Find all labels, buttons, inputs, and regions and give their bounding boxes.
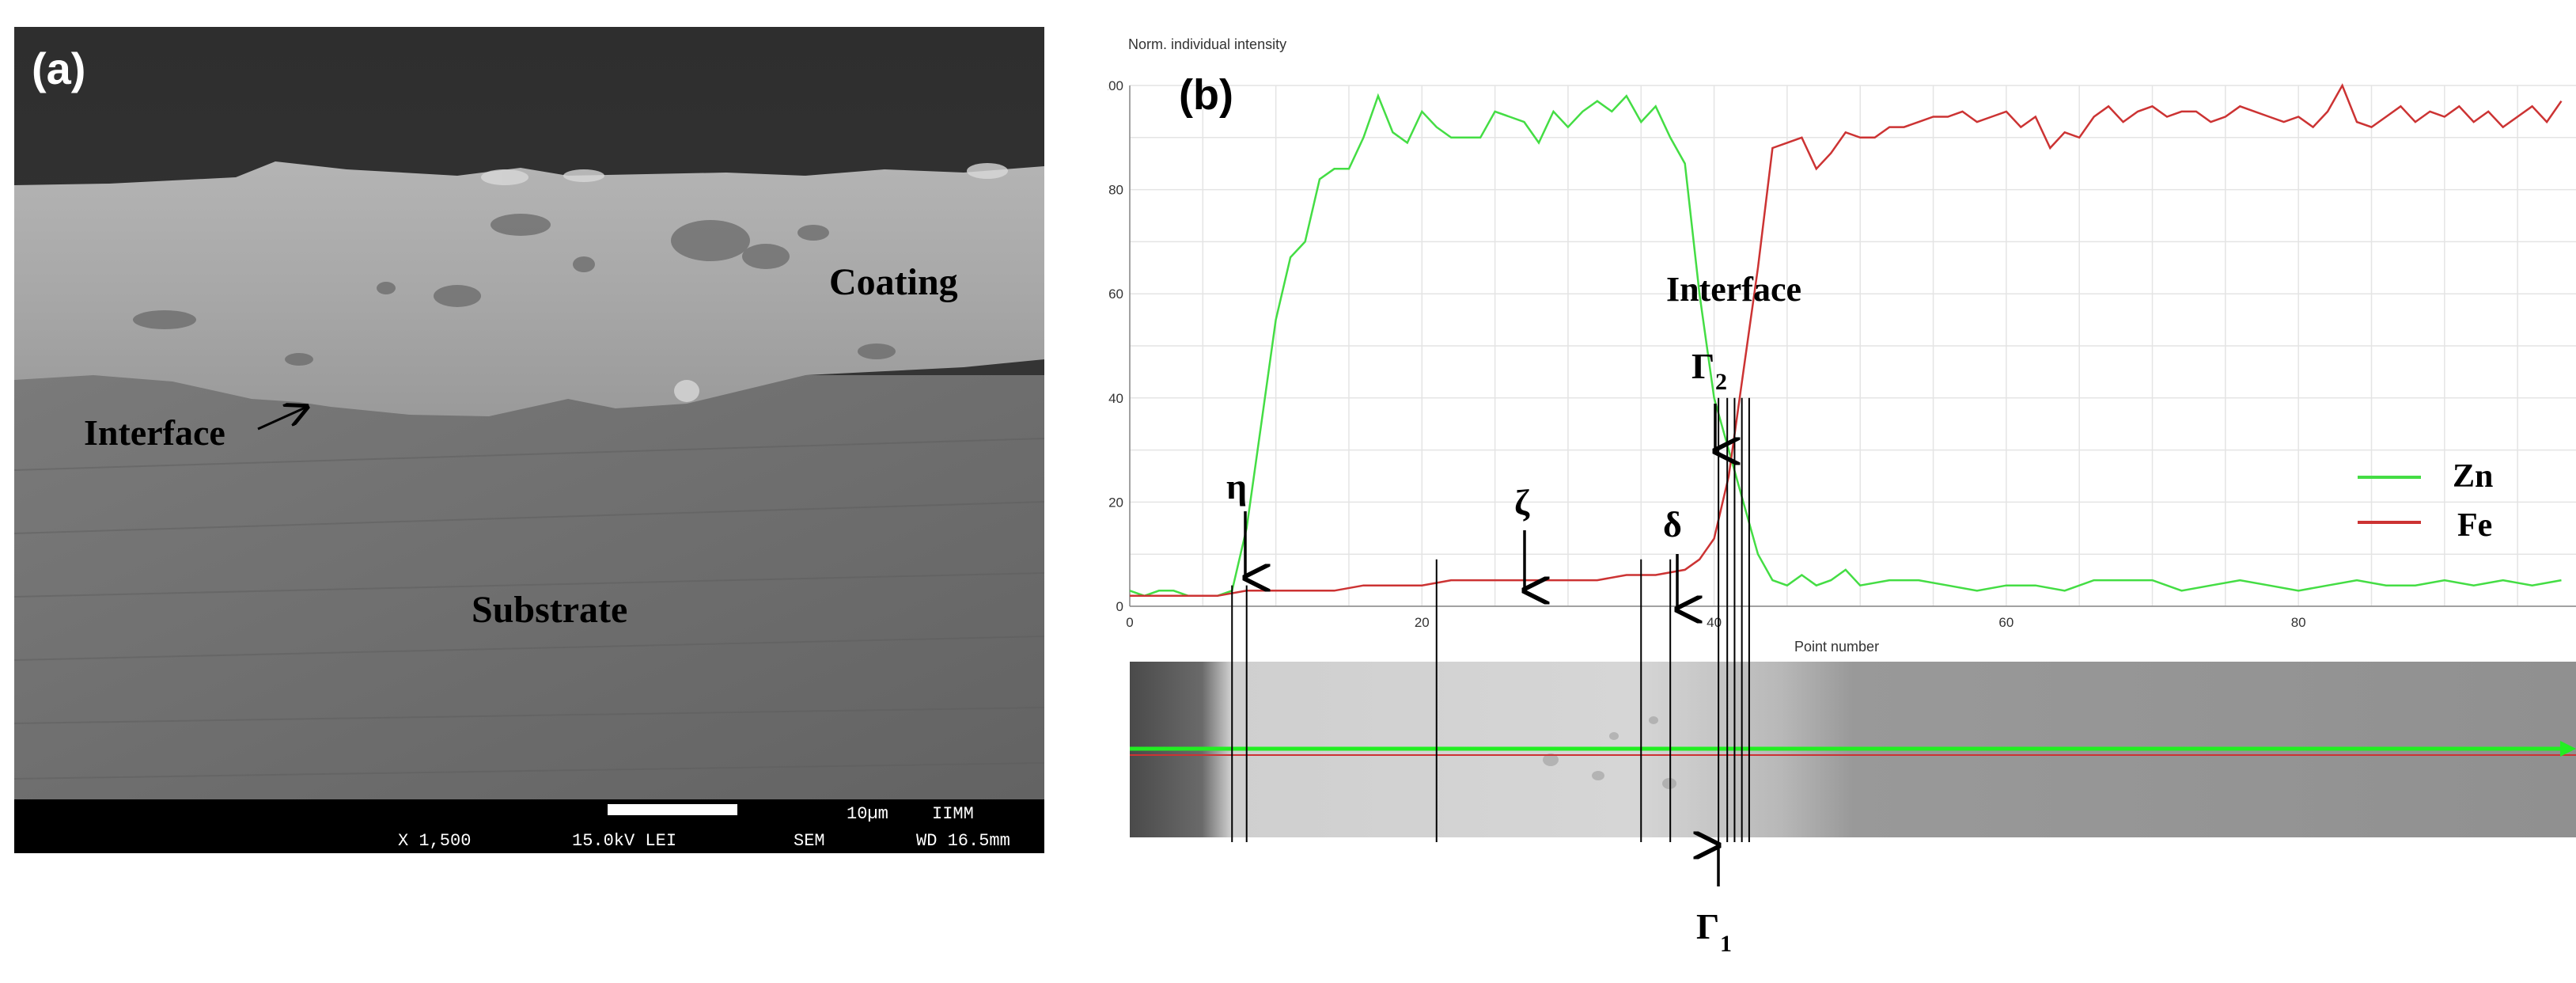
panel-b-label: (b) [1179, 71, 1233, 119]
grid [1129, 85, 2576, 607]
y-tick-label: 0 [1116, 599, 1123, 614]
phase-gamma1-subscript: 1 [1720, 931, 1732, 957]
voltage-text: 15.0kV LEI [572, 831, 676, 851]
detector-text: SEM [794, 831, 825, 851]
interface-label-b: Interface [1666, 270, 1801, 309]
legend-fe-label: Fe [2457, 507, 2492, 544]
phase-boundary-lines [1231, 397, 1750, 842]
sem-info-bar [14, 799, 1044, 853]
phase-eta-label: η [1226, 466, 1247, 507]
y-tick-label: 80 [1108, 183, 1123, 198]
x-axis-label: Point number [1794, 639, 1879, 655]
phase-gamma2-subscript: 2 [1715, 369, 1727, 395]
x-tick-label: 20 [1415, 615, 1430, 630]
y-tick-label: 20 [1108, 495, 1123, 510]
substrate-region [14, 375, 1044, 826]
institute-text: IIMM [932, 804, 974, 824]
eds-panel-b: Norm. individual intensity Point number … [1108, 24, 2576, 983]
scalebar [608, 804, 737, 815]
x-tick-label: 40 [1707, 615, 1722, 630]
legend: Zn Fe [2358, 458, 2493, 544]
coating-region [14, 161, 1044, 416]
magnification-text: X 1,500 [398, 831, 471, 851]
x-tick-label: 60 [1998, 615, 2013, 630]
y-tick-label: 40 [1108, 391, 1123, 406]
sem-image: 10µm IIMM X 1,500 15.0kV LEI SEM WD 16.5… [14, 27, 1044, 853]
sem-panel-a: 10µm IIMM X 1,500 15.0kV LEI SEM WD 16.5… [14, 27, 1044, 853]
interface-arrow [257, 407, 307, 431]
eds-line-chart: Norm. individual intensity Point number … [1108, 36, 2576, 957]
scan-arrow-head [2560, 741, 2576, 757]
substrate-label: Substrate [472, 589, 627, 631]
series-line-fe [1130, 83, 2563, 598]
y-tick-label: 60 [1108, 287, 1123, 302]
series-layer [1129, 83, 2563, 598]
working-distance-text: WD 16.5mm [916, 831, 1010, 851]
panel-a-label: (a) [32, 44, 85, 93]
phase-gamma1-label: Γ [1696, 906, 1719, 947]
x-tick-label: 80 [2291, 615, 2306, 630]
phase-zeta-label: ζ [1514, 482, 1530, 522]
phase-gamma2-label: Γ [1691, 346, 1714, 386]
y-axis-label: Norm. individual intensity [1128, 36, 1286, 52]
y-tick-label: 100 [1108, 78, 1123, 93]
legend-zn-label: Zn [2453, 458, 2493, 495]
coating-label: Coating [829, 261, 958, 303]
series-line-zn [1129, 93, 2562, 598]
phase-delta-label: δ [1663, 504, 1682, 545]
x-tick-label: 0 [1126, 615, 1133, 630]
interface-label: Interface [84, 412, 225, 453]
scalebar-text: 10µm [847, 804, 888, 824]
